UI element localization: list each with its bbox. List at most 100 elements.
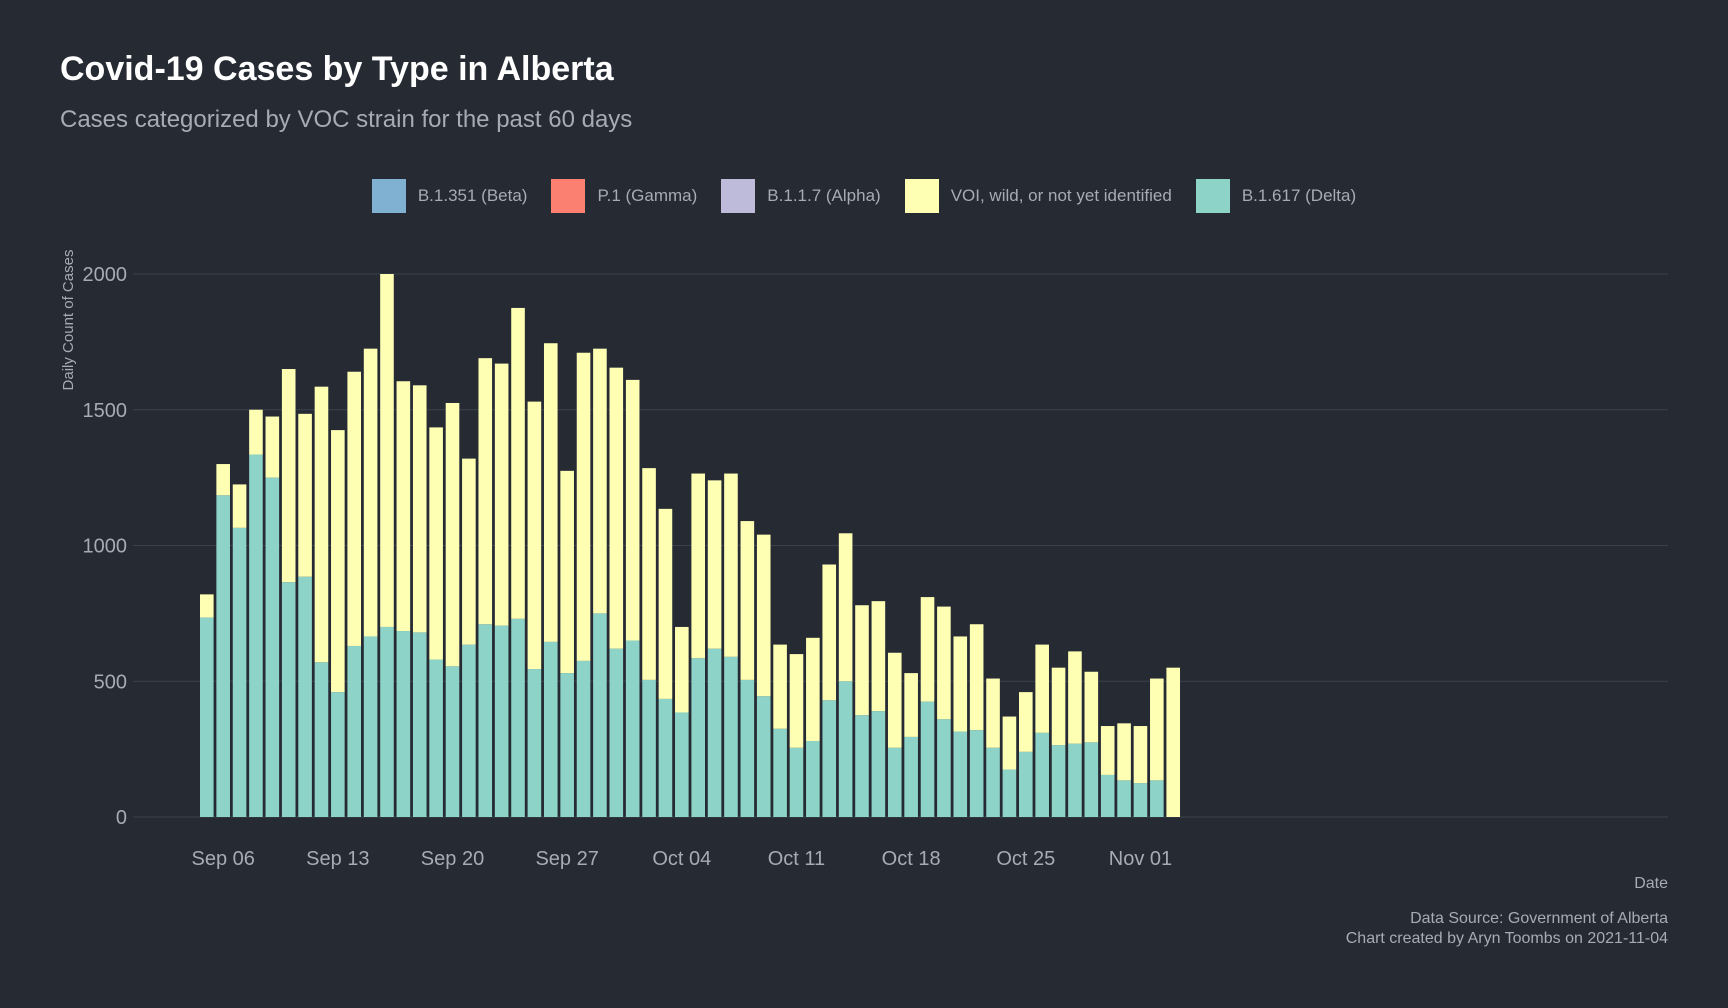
bar-voi <box>691 473 705 659</box>
bar-voi <box>298 413 312 577</box>
x-axis-label: Date <box>1634 875 1668 892</box>
bar-voi <box>887 652 902 748</box>
bar-voi <box>871 601 886 712</box>
bar-delta <box>1002 769 1017 817</box>
bars-layer <box>200 274 1181 817</box>
y-tick-label: 1000 <box>83 536 128 558</box>
bar-voi <box>331 430 345 693</box>
bar-voi <box>347 371 362 646</box>
bar-delta <box>216 495 230 817</box>
x-tick-label: Sep 20 <box>421 848 484 870</box>
legend-label-delta: B.1.617 (Delta) <box>1241 186 1357 205</box>
legend: B.1.351 (Beta) P.1 (Gamma) B.1.1.7 (Alph… <box>0 178 1728 214</box>
bar-voi <box>314 386 329 663</box>
bar-delta <box>691 658 705 817</box>
bar-delta <box>560 673 574 817</box>
bar-delta <box>1051 745 1066 817</box>
bar-delta <box>1068 743 1082 817</box>
legend-label-gamma: P.1 (Gamma) <box>597 186 698 205</box>
bar-delta <box>1133 783 1148 817</box>
bar-voi <box>281 369 296 583</box>
x-tick-label: Nov 01 <box>1109 848 1172 870</box>
bar-delta <box>281 582 296 817</box>
legend-swatch-beta <box>371 179 406 213</box>
bar-delta <box>887 747 902 817</box>
bar-delta <box>920 701 935 817</box>
bar-delta <box>593 613 607 817</box>
x-tick-label: Sep 06 <box>191 848 254 870</box>
bar-delta <box>904 736 918 817</box>
bar-delta <box>773 728 787 817</box>
bar-voi <box>380 274 394 627</box>
y-axis-label: Daily Count of Cases <box>60 250 77 391</box>
bar-voi <box>1002 716 1017 770</box>
bar-delta <box>675 712 689 817</box>
bar-delta <box>478 624 493 817</box>
legend-label-alpha: B.1.1.7 (Alpha) <box>767 186 881 205</box>
bar-voi <box>773 644 787 729</box>
bar-delta <box>494 625 509 817</box>
bar-voi <box>707 480 722 649</box>
bar-voi <box>1051 667 1066 746</box>
bar-voi <box>740 521 755 680</box>
bar-delta <box>871 711 886 817</box>
bar-voi <box>429 427 443 660</box>
bar-delta <box>937 719 951 817</box>
bar-delta <box>363 636 378 817</box>
bar-voi <box>904 673 918 737</box>
bar-voi <box>445 402 460 667</box>
bar-delta <box>380 626 394 817</box>
bar-voi <box>511 307 525 619</box>
bar-delta <box>609 648 624 817</box>
bar-delta <box>1100 774 1115 817</box>
bar-voi <box>1019 692 1033 752</box>
bar-delta <box>707 648 722 817</box>
bar-voi <box>1035 644 1049 733</box>
legend-swatch-voi <box>904 179 939 213</box>
legend-swatch-delta <box>1195 179 1230 213</box>
bar-voi <box>265 416 280 478</box>
bar-delta <box>1150 780 1164 817</box>
bar-voi <box>642 468 656 680</box>
bar-delta <box>1035 732 1049 817</box>
bar-delta <box>298 576 312 817</box>
bar-delta <box>445 666 460 817</box>
bar-voi <box>822 564 837 701</box>
bar-voi <box>363 348 378 637</box>
bar-delta <box>200 617 214 817</box>
bar-voi <box>838 533 853 682</box>
bar-voi <box>576 352 591 661</box>
x-tick-label: Oct 25 <box>996 848 1055 870</box>
x-tick-label: Oct 18 <box>882 848 941 870</box>
bar-voi <box>625 379 640 641</box>
bar-delta <box>969 730 984 817</box>
legend-swatch-alpha <box>721 179 756 213</box>
bar-delta <box>232 527 247 817</box>
bar-delta <box>625 640 640 817</box>
bar-voi <box>200 594 214 618</box>
y-tick-label: 1500 <box>83 400 128 422</box>
bar-voi <box>412 385 427 633</box>
bar-delta <box>1117 780 1131 817</box>
bar-voi <box>1084 671 1099 743</box>
chart-subtitle: Cases categorized by VOC strain for the … <box>60 106 633 133</box>
bar-voi <box>1166 667 1181 817</box>
bar-delta <box>396 631 411 817</box>
chart-title: Covid-19 Cases by Type in Alberta <box>60 50 614 88</box>
bar-voi <box>937 606 951 720</box>
bar-delta <box>1019 751 1033 817</box>
legend-item-gamma: P.1 (Gamma) <box>551 179 697 213</box>
bar-voi <box>560 470 574 674</box>
legend-label-voi: VOI, wild, or not yet identified <box>950 186 1172 205</box>
y-tick-label: 0 <box>116 807 127 829</box>
bar-voi <box>986 678 1000 748</box>
bar-voi <box>593 348 607 614</box>
x-tick-label: Oct 04 <box>652 848 711 870</box>
x-tick-label: Sep 27 <box>535 848 598 870</box>
bar-delta <box>331 692 345 817</box>
bar-voi <box>543 343 558 642</box>
bar-delta <box>576 660 591 817</box>
bar-delta <box>511 618 525 817</box>
